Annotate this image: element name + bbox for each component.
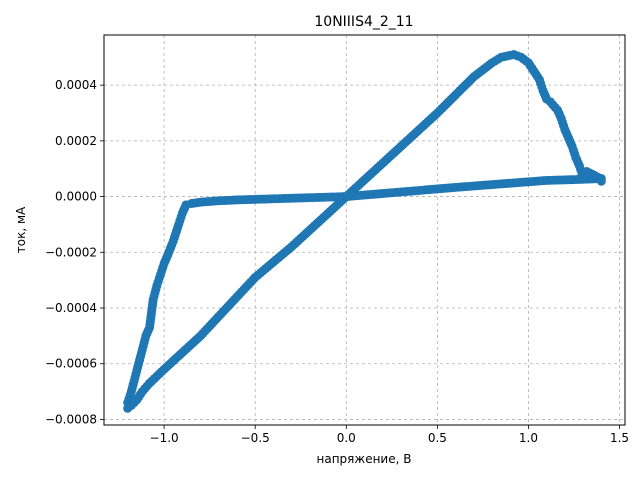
y-tick-label: 0.0004 bbox=[55, 78, 97, 92]
x-axis-label: напряжение, В bbox=[317, 452, 412, 466]
y-tick-label: −0.0002 bbox=[45, 245, 97, 259]
x-tick-label: −1.0 bbox=[150, 431, 179, 445]
chart-title: 10NIIIS4_2_11 bbox=[314, 14, 413, 30]
x-tick-label: 1.5 bbox=[610, 431, 629, 445]
y-axis-label: ток, мА bbox=[14, 206, 28, 253]
y-tick-label: 0.0000 bbox=[55, 190, 97, 204]
y-tick-label: 0.0002 bbox=[55, 134, 97, 148]
plot-frame bbox=[103, 34, 626, 426]
y-tick-label: −0.0008 bbox=[45, 412, 97, 426]
y-tick-label: −0.0006 bbox=[45, 357, 97, 371]
data-point bbox=[341, 192, 351, 202]
x-tick-label: 0.0 bbox=[337, 431, 356, 445]
x-tick-label: −0.5 bbox=[241, 431, 270, 445]
data-series bbox=[123, 50, 606, 413]
x-tick-label: 0.5 bbox=[428, 431, 447, 445]
x-tick-label: 1.0 bbox=[519, 431, 538, 445]
y-tick-label: −0.0004 bbox=[45, 301, 97, 315]
axis-ticks: −1.0 −0.5 0.0 0.5 1.0 1.5 −0.0008 −0.0006 −0.000… bbox=[45, 78, 629, 445]
